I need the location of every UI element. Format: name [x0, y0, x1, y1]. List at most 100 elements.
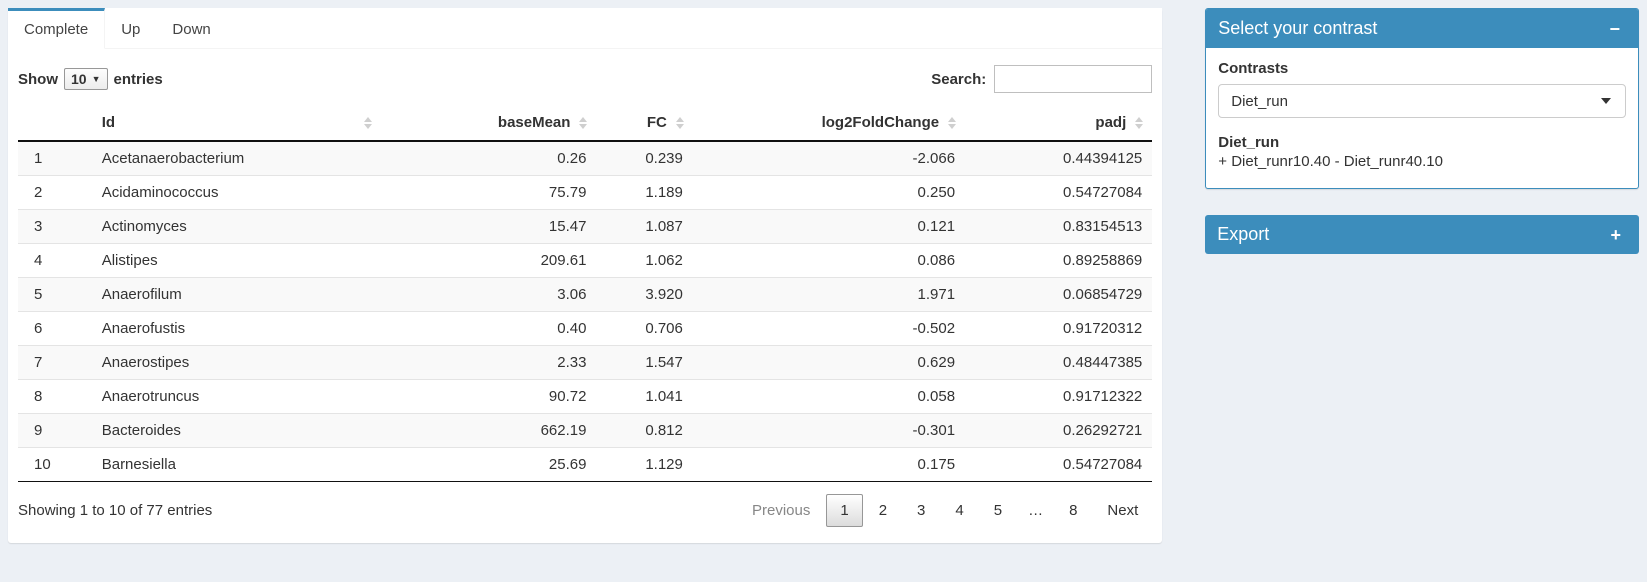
tab-up[interactable]: Up — [105, 8, 156, 48]
table-cell: 6 — [18, 311, 92, 346]
table-cell: 0.26292721 — [965, 413, 1153, 448]
table-cell: Anaerostipes — [91, 345, 381, 380]
table-cell: 0.40 — [380, 311, 597, 346]
table-cell: Acetanaerobacterium — [101, 150, 245, 167]
table-cell: 662.19 — [380, 413, 597, 448]
page-button[interactable]: 2 — [878, 502, 888, 519]
table-cell: 1.971 — [692, 277, 966, 312]
table-cell: 0.54727084 — [965, 175, 1153, 210]
page-length-select[interactable]: 10 ▼ — [64, 68, 108, 90]
header-log2foldchange[interactable]: log2FoldChange — [692, 105, 966, 142]
expand-plus-icon[interactable]: + — [1604, 226, 1627, 244]
sidebar: Select your contrast − Contrasts Diet_ru… — [1205, 8, 1639, 280]
page-button[interactable]: 1 — [826, 494, 863, 527]
header-basemean[interactable]: baseMean — [380, 105, 597, 142]
table-cell: 0.44394125 — [1063, 150, 1143, 167]
table-row: 6 Anaerofustis 0.40 0.706 -0.502 0.91720312 — [18, 311, 1153, 346]
table-cell: 0.121 — [692, 209, 966, 244]
contrasts-select[interactable]: Diet_run — [1218, 84, 1626, 118]
page-button[interactable]: 3 — [917, 502, 926, 519]
datatable-footer: Showing 1 to 10 of 77 entries Previous 1… — [18, 482, 1152, 529]
contrast-detail: Diet_run + Diet_runr10.40 - Diet_runr40.… — [1218, 134, 1626, 170]
chevron-down-icon — [1601, 98, 1611, 104]
table-cell: 5 — [18, 277, 92, 312]
tab-content-complete: Show 10 ▼ entries Search: — [8, 49, 1162, 543]
results-tab-box: Complete Up Down Show 10 ▼ entries — [8, 8, 1163, 543]
table-cell: Anaerofilum — [91, 277, 381, 312]
table-row: 4 Alistipes 209.61 1.062 0.086 0.89258869 — [18, 243, 1153, 278]
table-cell: Barnesiella — [91, 447, 381, 482]
page-button[interactable]: 4 — [955, 502, 964, 519]
tab-complete-label[interactable]: Complete — [8, 8, 106, 49]
page-button[interactable]: 8 — [1069, 502, 1078, 519]
sort-icon — [948, 116, 957, 129]
table-row: 9 Bacteroides 662.19 0.812 -0.301 0.26292721 — [18, 413, 1153, 448]
tab-down[interactable]: Down — [156, 8, 226, 48]
table-cell: 0.83154513 — [965, 209, 1153, 244]
page-button[interactable]: 5 — [993, 502, 1003, 519]
table-cell: 8 — [18, 379, 92, 414]
table-cell: 1.041 — [596, 379, 693, 414]
tab-complete[interactable]: Complete — [8, 8, 106, 49]
table-cell: 0.54727084 — [965, 447, 1153, 482]
next-page-button[interactable]: Next — [1107, 502, 1139, 519]
pagination-ellipsis: … — [1028, 502, 1044, 519]
table-cell: 15.47 — [380, 209, 597, 244]
collapse-minus-icon[interactable]: − — [1603, 20, 1626, 38]
pagination: Previous 1 2 3 4 5 … 8 Next — [736, 494, 1152, 527]
header-padj[interactable]: padj — [965, 105, 1153, 142]
table-cell: Anaerotruncus — [91, 379, 381, 414]
table-cell: 0.629 — [692, 345, 966, 380]
table-cell: Bacteroides — [91, 413, 381, 448]
datatable-toolbar: Show 10 ▼ entries Search: — [18, 59, 1153, 105]
chevron-down-icon: ▼ — [91, 74, 101, 84]
search-label: Search: — [931, 70, 987, 88]
search-input[interactable] — [994, 65, 1153, 93]
export-box-title: Export — [1217, 224, 1270, 244]
table-row: 1 Acetanaerobacterium 0.26 0.239 -2.066 0.443… — [18, 141, 1153, 176]
page-length-value: 10 — [71, 71, 87, 87]
tab-up-label[interactable]: Up — [121, 21, 141, 38]
table-cell: Actinomyces — [91, 209, 381, 244]
table-cell: 1.189 — [596, 175, 693, 210]
table-cell: 0.086 — [692, 243, 966, 278]
table-cell: 0.91720312 — [965, 311, 1153, 346]
table-cell: 0.058 — [692, 379, 966, 414]
table-cell: Alistipes — [91, 243, 381, 278]
table-row: 3 Actinomyces 15.47 1.087 0.121 0.83154513 — [18, 209, 1153, 244]
contrast-box-header: Select your contrast − — [1206, 9, 1638, 48]
table-cell: 4 — [18, 243, 92, 278]
tab-down-label[interactable]: Down — [172, 21, 211, 38]
sort-icon — [1135, 116, 1144, 129]
search-control: Search: — [931, 65, 1153, 93]
results-table: Id baseMean FC log2FoldChange — [18, 105, 1153, 482]
table-cell: 1.129 — [596, 447, 693, 482]
table-cell: -0.301 — [692, 413, 966, 448]
table-cell: 7 — [18, 345, 92, 380]
sort-icon — [579, 116, 588, 129]
page: Complete Up Down Show 10 ▼ entries — [8, 8, 1639, 543]
table-row: 10 Barnesiella 25.69 1.129 0.175 0.54727084 — [18, 447, 1153, 482]
table-cell: 0.91712322 — [965, 379, 1153, 414]
show-label: Show — [18, 70, 58, 88]
table-header-row: Id baseMean FC log2FoldChange — [18, 105, 1153, 142]
table-row: 8 Anaerotruncus 90.72 1.041 0.058 0.91712322 — [18, 379, 1153, 414]
contrast-box-body: Contrasts Diet_run Diet_run + Diet_runr1… — [1206, 48, 1638, 188]
header-id[interactable]: Id — [91, 105, 381, 142]
table-cell: 3.06 — [380, 277, 597, 312]
table-cell: 0.706 — [596, 311, 693, 346]
table-cell: 9 — [18, 413, 92, 448]
table-cell: 90.72 — [380, 379, 597, 414]
table-cell: 0.250 — [692, 175, 966, 210]
previous-page-button[interactable]: Previous — [752, 502, 811, 519]
table-body: 1 Acetanaerobacterium 0.26 0.239 -2.066 0.443… — [18, 141, 1153, 482]
header-fc[interactable]: FC — [596, 105, 693, 142]
export-box-header: Export + — [1205, 215, 1639, 254]
sort-icon — [363, 116, 372, 129]
table-cell: 3 — [18, 209, 92, 244]
table-cell: 0.06854729 — [965, 277, 1153, 312]
table-cell: Acidaminococcus — [91, 175, 381, 210]
table-cell: 2 — [18, 175, 92, 210]
page-length-control: Show 10 ▼ entries — [18, 68, 163, 90]
table-cell: 3.920 — [596, 277, 693, 312]
